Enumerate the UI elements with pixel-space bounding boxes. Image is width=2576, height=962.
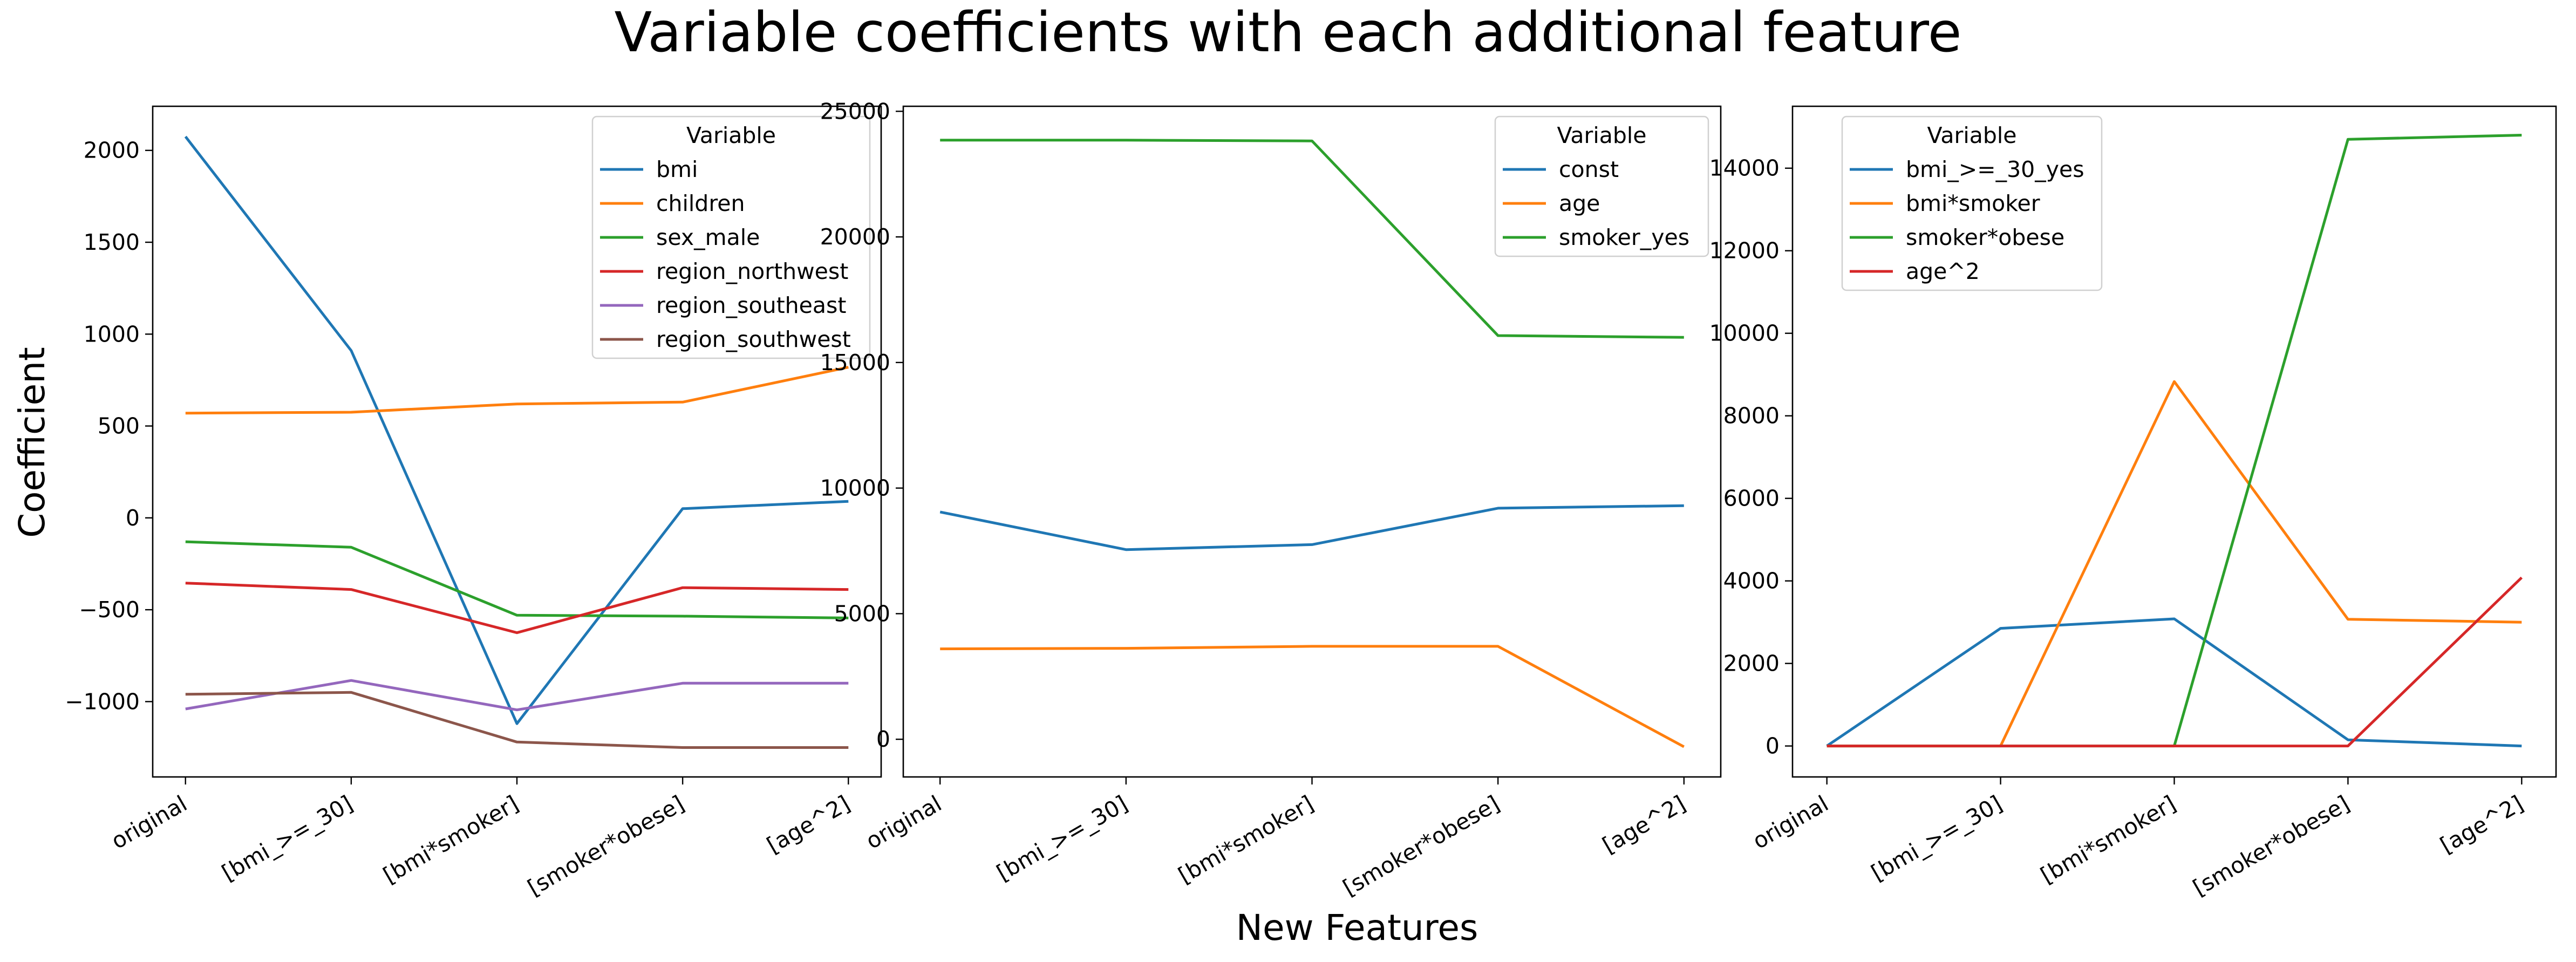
- series-line-region-northwest: [185, 582, 849, 634]
- legend-entry-label: smoker*obese: [1906, 224, 2064, 250]
- chart-panel-2: 0 5000 10000 15000 20000 25000 original [bmi_>=…: [820, 98, 1722, 901]
- legend-entry-label: bmi*smoker: [1906, 190, 2040, 216]
- series-line-sex-male: [185, 540, 849, 619]
- x-tick-label: [bmi*smoker]: [1174, 790, 1318, 889]
- x-tick-label: original: [107, 790, 192, 854]
- x-tick-label: [smoker*obese]: [2189, 790, 2354, 901]
- y-tick-label: 10000: [1709, 320, 1780, 346]
- legend-title: Variable: [686, 122, 776, 148]
- series-line-age: [940, 645, 1685, 748]
- series-line-bmi-smoker: [1827, 380, 2522, 748]
- x-tick-label: [bmi_>=_30]: [992, 790, 1132, 886]
- legend: Variable const age smoker_yes: [1494, 115, 1709, 257]
- legend-entry-label: region_southeast: [656, 292, 846, 318]
- chart-panel-3: 0 2000 4000 6000 8000 10000 12000 14000 original…: [1709, 105, 2557, 901]
- x-tick-label: original: [861, 790, 946, 854]
- series-line-bmi: [184, 135, 849, 725]
- y-tick-label: 12000: [1709, 238, 1780, 264]
- series-line-bmi-30-yes: [1826, 617, 2522, 748]
- legend-title: Variable: [1557, 122, 1646, 148]
- series-line-age-2: [1827, 576, 2523, 748]
- y-tick-label: −500: [79, 597, 140, 623]
- chart-panel-1: −1000 −500 0 500 1000 1500 2000 original [bmi_>=…: [65, 105, 882, 901]
- y-tick-label: 500: [98, 413, 140, 439]
- y-axis-label: Coefficient: [11, 347, 53, 538]
- y-tick-label: 10000: [820, 475, 890, 501]
- legend-box: [591, 115, 871, 359]
- x-tick-label: [age^2]: [762, 790, 854, 858]
- x-tick-label: [bmi*smoker]: [2036, 790, 2180, 889]
- plot-frame: [152, 105, 882, 778]
- y-tick-label: 0: [126, 505, 140, 531]
- x-tick-label: [bmi_>=_30]: [217, 790, 357, 886]
- legend-box: [1841, 115, 2103, 291]
- legend-entry-label: bmi_>=_30_yes: [1906, 156, 2084, 182]
- legend-title: Variable: [1927, 122, 2016, 148]
- series-line-children: [185, 366, 849, 415]
- y-tick-label: 0: [876, 726, 890, 752]
- legend-entry-label: age: [1559, 190, 1600, 216]
- y-tick-label: 5000: [834, 601, 890, 626]
- plot-frame: [902, 105, 1722, 778]
- y-tick-label: 20000: [820, 224, 890, 250]
- y-tick-label: 14000: [1709, 155, 1780, 181]
- y-tick-label: 1000: [84, 321, 140, 347]
- y-tick-label: 8000: [1723, 403, 1780, 429]
- y-tick-label: 15000: [820, 350, 890, 376]
- legend-entry-label: region_southwest: [656, 326, 851, 352]
- legend-entry-label: bmi: [656, 156, 698, 182]
- chart-panels: −1000 −500 0 500 1000 1500 2000 original [bmi_>=…: [65, 98, 2557, 901]
- y-tick-label: 0: [1766, 733, 1780, 759]
- y-tick-label: 25000: [820, 98, 890, 124]
- y-tick-label: 4000: [1723, 568, 1780, 594]
- x-tick-label: [age^2]: [1598, 790, 1690, 858]
- legend-entry-label: smoker_yes: [1559, 224, 1689, 250]
- series-line-smoker-yes: [940, 139, 1684, 339]
- x-tick-label: [smoker*obese]: [523, 790, 689, 901]
- x-tick-label: [bmi*smoker]: [379, 790, 523, 889]
- figure-title: Variable coefficients with each addition…: [614, 1, 1961, 65]
- y-tick-label: 6000: [1723, 486, 1780, 511]
- y-tick-label: 1500: [84, 229, 140, 255]
- x-tick-label: original: [1748, 790, 1833, 854]
- legend-entry-label: region_northwest: [656, 258, 848, 284]
- y-tick-label: 2000: [1723, 651, 1780, 677]
- legend: Variable bmi_>=_30_yes bmi*smoker smoker*ob…: [1841, 115, 2103, 291]
- x-axis-label: New Features: [1236, 907, 1478, 949]
- x-tick-label: [smoker*obese]: [1339, 790, 1504, 901]
- x-tick-label: [age^2]: [2436, 790, 2527, 858]
- series-line-region-southwest: [185, 691, 849, 749]
- legend: Variable bmi children sex_male region_northw…: [591, 115, 871, 359]
- legend-box: [1494, 115, 1709, 257]
- y-tick-label: −1000: [65, 688, 140, 714]
- x-tick-label: [bmi_>=_30]: [1867, 790, 2007, 886]
- series-line-const: [939, 504, 1684, 551]
- legend-entry-label: const: [1559, 156, 1619, 182]
- plot-frame: [1791, 105, 2557, 778]
- y-tick-label: 2000: [84, 138, 140, 163]
- legend-entry-label: sex_male: [656, 224, 760, 250]
- series-line-region-southeast: [185, 679, 849, 712]
- legend-entry-label: children: [656, 190, 745, 216]
- legend-entry-label: age^2: [1906, 258, 1980, 284]
